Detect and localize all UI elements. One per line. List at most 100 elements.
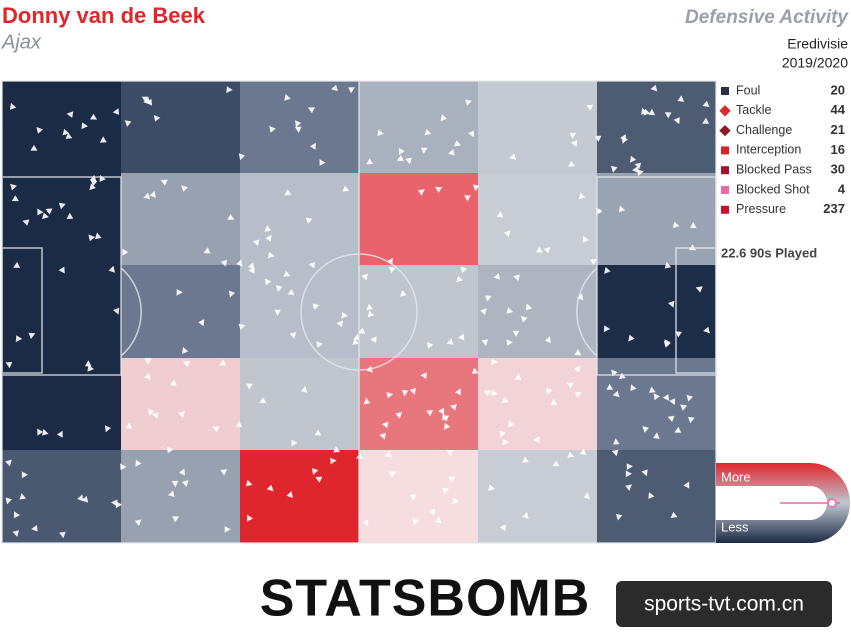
event-marker bbox=[99, 136, 107, 143]
heat-cell bbox=[359, 173, 478, 265]
legend-icon bbox=[721, 166, 729, 175]
event-marker bbox=[145, 98, 152, 106]
event-marker bbox=[13, 511, 20, 519]
event-marker bbox=[30, 144, 38, 151]
event-marker bbox=[443, 422, 451, 430]
event-marker bbox=[370, 336, 377, 344]
event-marker bbox=[124, 120, 132, 127]
event-marker bbox=[499, 524, 506, 532]
event-marker bbox=[426, 342, 434, 349]
event-marker bbox=[621, 136, 628, 144]
event-marker bbox=[630, 155, 637, 163]
event-marker bbox=[311, 468, 319, 475]
event-marker bbox=[501, 396, 509, 403]
event-marker bbox=[594, 135, 602, 142]
event-marker bbox=[295, 120, 302, 128]
event-marker bbox=[612, 390, 620, 398]
event-marker bbox=[115, 501, 123, 509]
event-marker bbox=[420, 147, 428, 154]
event-marker bbox=[446, 450, 454, 457]
event-marker bbox=[409, 388, 417, 395]
event-marker bbox=[450, 404, 457, 411]
heat-cell bbox=[359, 450, 478, 543]
event-marker bbox=[417, 189, 425, 196]
legend-count: 237 bbox=[823, 201, 845, 216]
legend-label: Pressure bbox=[736, 202, 786, 216]
event-marker bbox=[481, 339, 489, 346]
event-marker bbox=[688, 416, 695, 424]
event-marker bbox=[465, 99, 472, 106]
event-marker bbox=[56, 430, 63, 438]
event-marker bbox=[702, 117, 710, 124]
event-marker bbox=[362, 519, 369, 527]
event-marker bbox=[314, 429, 322, 436]
event-marker bbox=[650, 84, 658, 92]
event-marker bbox=[226, 86, 233, 93]
event-marker bbox=[367, 310, 375, 318]
heat-cell bbox=[478, 81, 597, 173]
event-marker bbox=[62, 128, 70, 136]
event-marker bbox=[504, 230, 511, 238]
event-marker bbox=[641, 107, 648, 115]
event-marker bbox=[442, 415, 450, 422]
event-marker bbox=[358, 327, 366, 334]
event-marker bbox=[662, 394, 670, 401]
event-marker bbox=[182, 360, 190, 367]
event-marker bbox=[668, 300, 675, 308]
event-marker bbox=[348, 87, 355, 94]
event-marker bbox=[574, 365, 581, 373]
event-marker bbox=[248, 267, 255, 274]
event-marker bbox=[570, 140, 578, 147]
event-marker bbox=[5, 459, 12, 467]
event-marker bbox=[147, 408, 155, 416]
event-marker bbox=[45, 208, 53, 215]
legend: Foul 20 Tackle 44 Challenge 21 Interception 16 B… bbox=[719, 82, 846, 216]
event-marker bbox=[610, 165, 618, 173]
event-marker bbox=[578, 192, 586, 200]
legend-count: 4 bbox=[838, 181, 846, 196]
event-marker bbox=[490, 389, 498, 396]
event-marker bbox=[606, 383, 614, 390]
event-marker bbox=[259, 397, 267, 404]
event-marker bbox=[522, 512, 529, 519]
event-marker bbox=[412, 518, 419, 526]
legend-label: Blocked Shot bbox=[736, 182, 810, 196]
event-marker bbox=[247, 262, 255, 270]
event-marker bbox=[153, 115, 161, 122]
event-marker bbox=[667, 415, 675, 422]
event-marker bbox=[112, 108, 120, 115]
event-marker bbox=[113, 307, 120, 315]
event-marker bbox=[361, 273, 368, 281]
legend-label: Blocked Pass bbox=[736, 162, 812, 176]
event-marker bbox=[401, 389, 409, 397]
event-marker bbox=[283, 270, 291, 277]
event-marker bbox=[58, 266, 65, 274]
legend-icon bbox=[719, 124, 731, 137]
event-marker bbox=[312, 303, 320, 310]
heat-cell bbox=[121, 81, 240, 173]
legend-count: 21 bbox=[831, 122, 845, 137]
event-marker bbox=[125, 422, 133, 429]
event-marker bbox=[634, 162, 642, 170]
scale-less: Less bbox=[721, 519, 749, 534]
event-marker bbox=[108, 265, 115, 273]
event-marker bbox=[111, 499, 118, 507]
event-marker bbox=[674, 426, 682, 433]
event-marker bbox=[493, 273, 500, 280]
event-marker bbox=[309, 142, 316, 150]
event-marker bbox=[66, 212, 74, 220]
heat-cell bbox=[597, 265, 716, 358]
event-marker bbox=[176, 289, 183, 296]
event-marker bbox=[491, 358, 498, 366]
event-marker bbox=[267, 251, 275, 259]
event-marker bbox=[42, 212, 49, 220]
logo: STATSBOMB bbox=[260, 570, 591, 628]
event-marker bbox=[333, 446, 340, 453]
event-marker bbox=[336, 320, 343, 328]
event-marker bbox=[167, 446, 174, 454]
event-marker bbox=[341, 311, 348, 319]
heat-cell bbox=[2, 265, 121, 358]
event-marker bbox=[625, 484, 632, 491]
event-marker bbox=[669, 398, 676, 406]
event-marker bbox=[269, 126, 276, 133]
